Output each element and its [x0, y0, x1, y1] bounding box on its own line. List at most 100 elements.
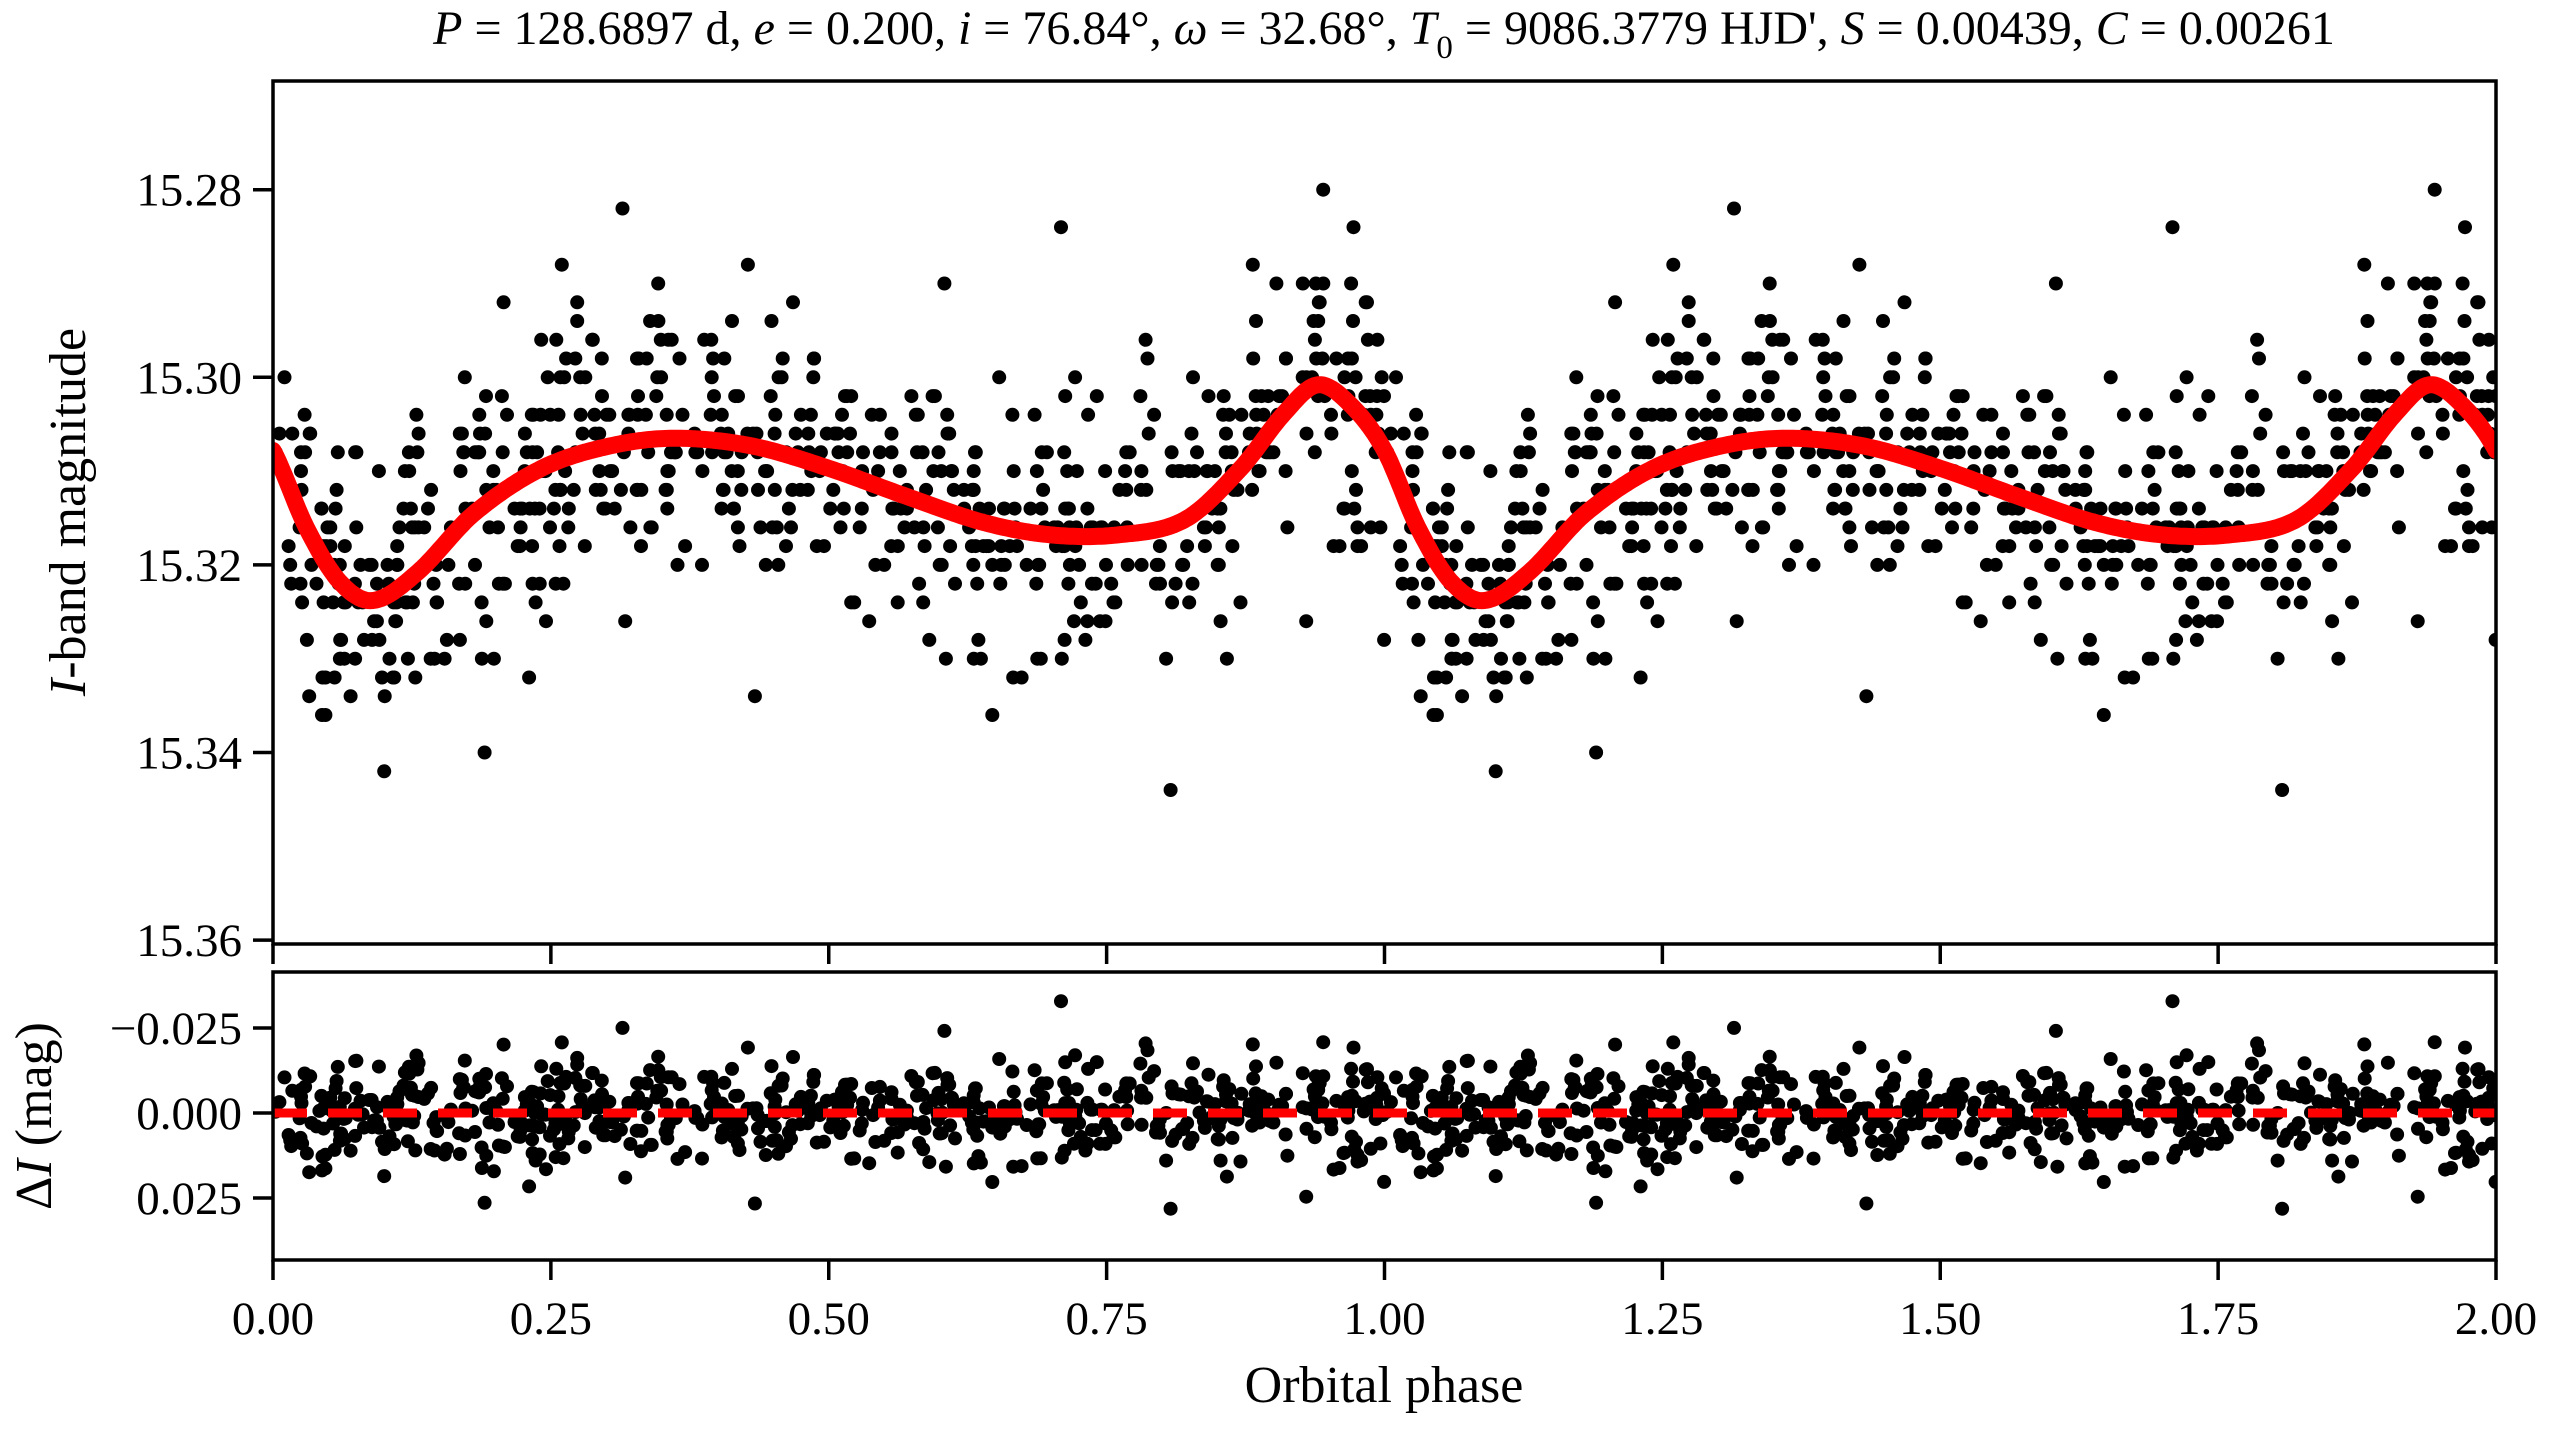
data-point [1639, 501, 1654, 516]
data-point [1784, 351, 1798, 366]
data-point [1934, 501, 1949, 516]
residual-point [1308, 1069, 1323, 1084]
residual-point [904, 1069, 919, 1083]
residual-point [1182, 1136, 1197, 1151]
data-point [2462, 520, 2476, 535]
residual-point [1784, 1077, 1798, 1092]
data-point [786, 295, 800, 310]
residual-point [1036, 1090, 1051, 1104]
data-point [570, 295, 585, 310]
data-point [2081, 576, 2096, 591]
data-point [631, 389, 645, 404]
residual-point [1483, 1120, 1498, 1135]
data-point [1845, 482, 1860, 497]
data-point [284, 576, 299, 591]
residual-point [1060, 1082, 1075, 1097]
data-point [2435, 426, 2450, 441]
data-point [2298, 464, 2313, 479]
data-point [932, 557, 947, 572]
data-point [993, 576, 1008, 591]
residual-point [1639, 1119, 1654, 1134]
residual-point [1517, 1115, 1532, 1130]
data-point [890, 595, 905, 610]
residual-point [1637, 1098, 1652, 1113]
residual-point [1762, 1049, 1777, 1064]
data-point [2085, 651, 2100, 666]
model-curve [273, 376, 2496, 610]
data-point [1806, 557, 1821, 572]
data-point [1915, 407, 1930, 422]
residual-point [2244, 1056, 2259, 1071]
data-point [1761, 370, 1776, 385]
data-point [285, 426, 300, 441]
data-point [494, 389, 509, 404]
data-point [387, 670, 402, 685]
data-point [495, 445, 510, 460]
residual-point [819, 1093, 834, 1108]
data-point [2472, 332, 2487, 347]
residual-point [740, 1040, 755, 1055]
data-point [893, 501, 908, 516]
data-point [2458, 501, 2473, 516]
data-point [318, 708, 333, 722]
data-point [426, 576, 441, 591]
residual-point [2011, 1103, 2026, 1118]
residual-point [786, 1050, 800, 1064]
residual-point [2169, 1055, 2184, 1070]
data-point [1862, 482, 1877, 497]
data-point [788, 426, 803, 441]
residual-point [557, 1076, 572, 1091]
data-point [2380, 276, 2395, 291]
residual-point [2181, 1082, 2196, 1097]
data-point [854, 501, 869, 516]
residual-point [1799, 1110, 1814, 1125]
data-point [1741, 351, 1756, 366]
residual-point [2196, 1123, 2211, 1138]
residual-point [1681, 1050, 1696, 1065]
data-point [367, 614, 382, 629]
residual-point [1061, 1096, 1076, 1110]
data-point [573, 407, 588, 422]
y-axis-label-residual: ΔI (mag) [6, 1022, 63, 1210]
residual-point [1660, 1061, 1675, 1076]
data-point [1879, 426, 1894, 441]
residual-point [1828, 1075, 1843, 1090]
data-point [534, 332, 549, 347]
residual-point [1895, 1131, 1910, 1146]
data-point [732, 539, 747, 554]
residual-point [2059, 1131, 2074, 1146]
data-point [1879, 482, 1894, 497]
data-point [1886, 370, 1901, 385]
data-point [2145, 651, 2160, 666]
residual-point [549, 1061, 564, 1076]
data-point [2285, 464, 2300, 479]
data-point [1879, 407, 1894, 422]
data-point [1949, 389, 1964, 404]
data-point [1893, 501, 1908, 516]
data-point [1704, 464, 1718, 479]
data-point [1190, 445, 1204, 460]
residual-point [2054, 1118, 2069, 1133]
data-point [1789, 539, 1804, 554]
data-point [1406, 595, 1421, 610]
data-point [525, 576, 540, 591]
residual-point [985, 1175, 1000, 1189]
data-point [2452, 351, 2467, 366]
data-point [1645, 332, 1660, 347]
data-point [1782, 557, 1796, 572]
data-point [2345, 407, 2360, 422]
residual-point [1685, 1092, 1700, 1106]
data-point [944, 464, 959, 479]
data-point [2250, 482, 2265, 497]
residual-point [2420, 1069, 2435, 1084]
residual-point [634, 1144, 648, 1159]
residual-point [1689, 1140, 1704, 1155]
data-point [372, 632, 387, 647]
data-point [1948, 501, 1963, 516]
residual-point [2455, 1061, 2470, 1076]
data-point [1175, 557, 1190, 572]
data-point [1396, 426, 1411, 441]
residual-point [2009, 1117, 2023, 1132]
residual-point [1668, 1076, 1683, 1091]
data-point [2309, 539, 2324, 554]
